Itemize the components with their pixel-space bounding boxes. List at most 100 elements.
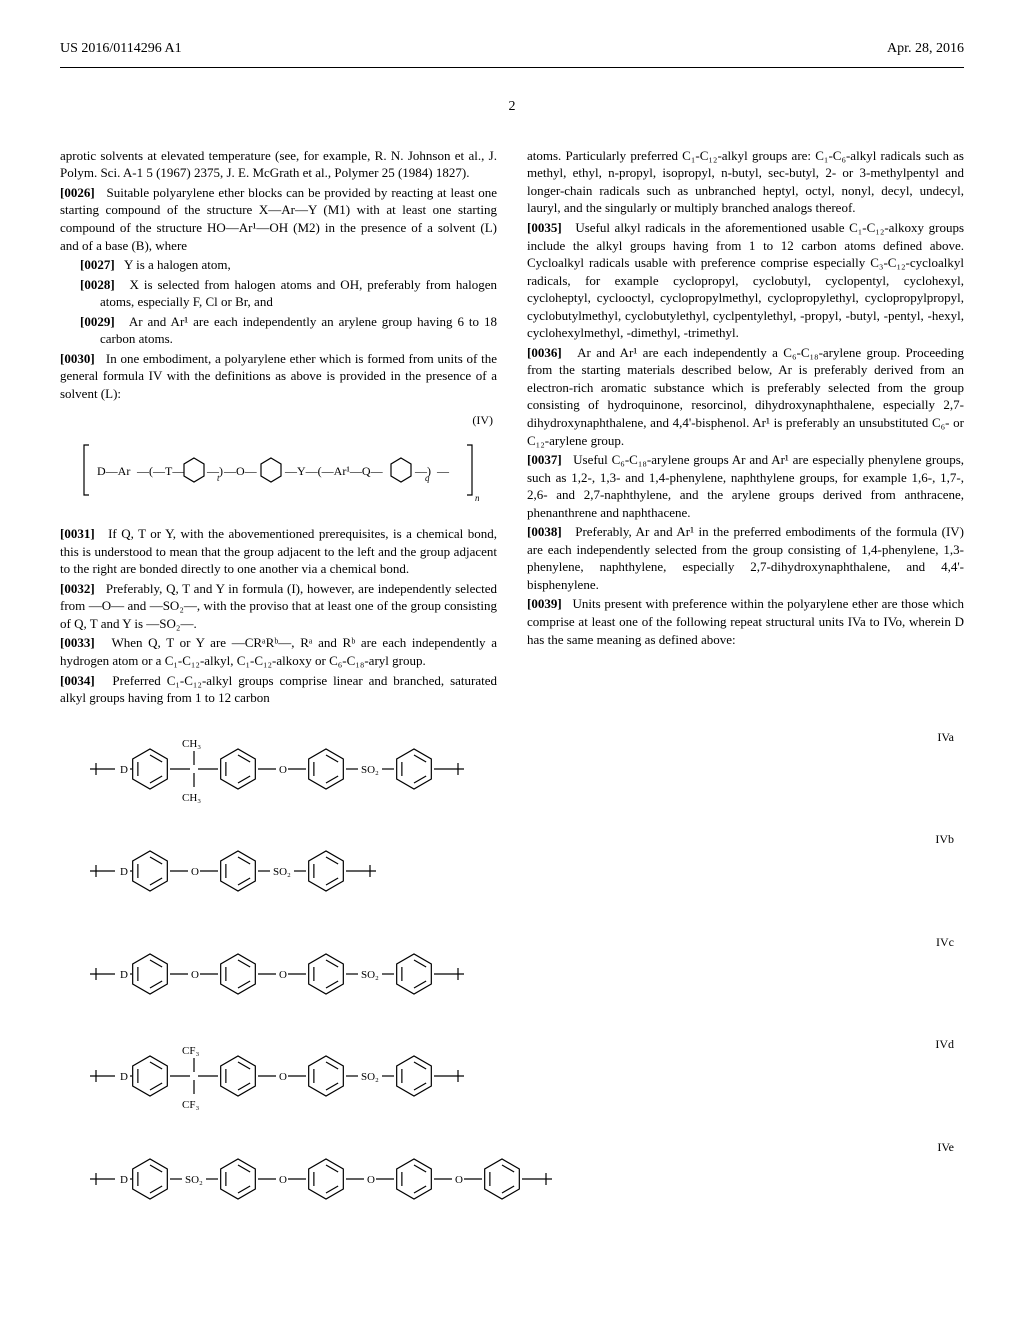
svg-text:SO₂: SO₂	[361, 969, 379, 981]
para-num-0036: [0036]	[527, 345, 562, 360]
structure-svg-wrap: D O SO₂	[60, 831, 904, 916]
formula-iv: D—Ar —(—T— —) t —O— —Y—(—Ar¹—Q—	[60, 435, 497, 510]
svg-text:SO₂: SO₂	[273, 866, 291, 878]
svg-text:D: D	[120, 866, 128, 878]
svg-text:O: O	[367, 1174, 375, 1186]
svg-text:O: O	[279, 969, 287, 981]
structure-label: IVb	[904, 831, 964, 847]
para-0032: [0032] Preferably, Q, T and Y in formula…	[60, 580, 497, 633]
para-0028: [0028] X is selected from halogen atoms …	[60, 276, 497, 311]
right-continuation: atoms. Particularly preferred C₁-C₁₂-alk…	[527, 147, 964, 217]
svg-text:—Y—(—Ar¹—Q—: —Y—(—Ar¹—Q—	[284, 464, 384, 478]
para-0026: [0026] Suitable polyarylene ether blocks…	[60, 184, 497, 254]
para-num-0028: [0028]	[80, 277, 115, 292]
para-0038-text: Preferably, Ar and Ar¹ in the preferred …	[527, 524, 964, 592]
structures-block: DCH₃CH₃OSO₂IVaDOSO₂IVbDOOSO₂IVcDCF₃CF₃OS…	[60, 729, 964, 1224]
para-0031-text: If Q, T or Y, with the abovementioned pr…	[60, 526, 497, 576]
para-0027: [0027] Y is a halogen atom,	[60, 256, 497, 274]
svg-text:—O—: —O—	[223, 464, 258, 478]
left-column: aprotic solvents at elevated temperature…	[60, 147, 497, 709]
para-0029: [0029] Ar and Ar¹ are each independently…	[60, 313, 497, 348]
para-num-0035: [0035]	[527, 220, 562, 235]
svg-text:O: O	[279, 1071, 287, 1083]
structure-svg-wrap: D CH₃ CH₃ O SO₂	[60, 729, 904, 814]
para-0039: [0039] Units present with preference wit…	[527, 595, 964, 648]
para-num-0034: [0034]	[60, 673, 95, 688]
para-0036-text: Ar and Ar¹ are each independently a C₆-C…	[527, 345, 964, 448]
svg-text:SO₂: SO₂	[361, 1071, 379, 1083]
para-0036: [0036] Ar and Ar¹ are each independently…	[527, 344, 964, 449]
structure-row: D SO₂ O O O IVe	[60, 1139, 964, 1224]
para-num-0026: [0026]	[60, 185, 95, 200]
text-columns: aprotic solvents at elevated temperature…	[60, 147, 964, 709]
svg-text:O: O	[191, 969, 199, 981]
svg-text:D: D	[120, 969, 128, 981]
para-num-0030: [0030]	[60, 351, 95, 366]
svg-text:CH₃: CH₃	[182, 738, 201, 750]
para-0039-text: Units present with preference within the…	[527, 596, 964, 646]
para-0026-text: Suitable polyarylene ether blocks can be…	[60, 185, 497, 253]
svg-text:D: D	[120, 1174, 128, 1186]
svg-text:—: —	[436, 464, 450, 478]
svg-text:D: D	[120, 1071, 128, 1083]
svg-text:O: O	[455, 1174, 463, 1186]
structure-label: IVd	[904, 1036, 964, 1052]
structure-svg-wrap: D SO₂ O O O	[60, 1139, 904, 1224]
para-num-0037: [0037]	[527, 452, 562, 467]
publication-date: Apr. 28, 2016	[887, 40, 964, 59]
para-num-0032: [0032]	[60, 581, 95, 596]
para-0030-text: In one embodiment, a polyarylene ether w…	[60, 351, 497, 401]
structure-row: D CF₃ CF₃ O SO₂ IVd	[60, 1036, 964, 1121]
para-0035-text: Useful alkyl radicals in the aforementio…	[527, 220, 964, 340]
svg-text:CF₃: CF₃	[182, 1099, 199, 1111]
svg-text:q: q	[425, 473, 430, 483]
para-0027-text: Y is a halogen atom,	[124, 257, 231, 272]
para-num-0031: [0031]	[60, 526, 95, 541]
para-num-0038: [0038]	[527, 524, 562, 539]
structure-svg-wrap: D O O SO₂	[60, 934, 904, 1019]
para-0031: [0031] If Q, T or Y, with the abovementi…	[60, 525, 497, 578]
structure-row: D CH₃ CH₃ O SO₂ IVa	[60, 729, 964, 814]
page-number: 2	[60, 98, 964, 117]
para-0034-text: Preferred C₁-C₁₂-alkyl groups comprise l…	[60, 673, 497, 706]
para-num-0027: [0027]	[80, 257, 115, 272]
page-header: US 2016/0114296 A1 Apr. 28, 2016	[60, 40, 964, 59]
para-num-0033: [0033]	[60, 635, 95, 650]
formula-iv-label: (IV)	[60, 412, 493, 428]
svg-text:CF₃: CF₃	[182, 1045, 199, 1057]
svg-text:CH₃: CH₃	[182, 792, 201, 804]
svg-text:O: O	[279, 764, 287, 776]
para-0028-text: X is selected from halogen atoms and OH,…	[100, 277, 497, 310]
publication-number: US 2016/0114296 A1	[60, 40, 182, 59]
para-0037: [0037] Useful C₆-C₁₈-arylene groups Ar a…	[527, 451, 964, 521]
structure-row: DOOSO₂IVc	[60, 934, 964, 1019]
right-column: atoms. Particularly preferred C₁-C₁₂-alk…	[527, 147, 964, 709]
svg-text:D—Ar: D—Ar	[97, 464, 130, 478]
structure-svg-wrap: D CF₃ CF₃ O SO₂	[60, 1036, 904, 1121]
para-0035: [0035] Useful alkyl radicals in the afor…	[527, 219, 964, 342]
para-num-0039: [0039]	[527, 596, 562, 611]
svg-text:.: .	[477, 496, 479, 505]
para-num-0029: [0029]	[80, 314, 115, 329]
para-0030: [0030] In one embodiment, a polyarylene …	[60, 350, 497, 403]
para-0033: [0033] When Q, T or Y are —CRᵃRᵇ—, Rᵃ an…	[60, 634, 497, 669]
para-0038: [0038] Preferably, Ar and Ar¹ in the pre…	[527, 523, 964, 593]
para-0029-text: Ar and Ar¹ are each independently an ary…	[100, 314, 497, 347]
para-0032-text: Preferably, Q, T and Y in formula (I), h…	[60, 581, 497, 631]
svg-text:—(—T—: —(—T—	[136, 464, 185, 478]
svg-text:O: O	[191, 866, 199, 878]
svg-text:O: O	[279, 1174, 287, 1186]
svg-text:D: D	[120, 764, 128, 776]
intro-continuation: aprotic solvents at elevated temperature…	[60, 147, 497, 182]
svg-text:SO₂: SO₂	[185, 1174, 203, 1186]
para-0033-text: When Q, T or Y are —CRᵃRᵇ—, Rᵃ and Rᵇ ar…	[60, 635, 497, 668]
para-0037-text: Useful C₆-C₁₈-arylene groups Ar and Ar¹ …	[527, 452, 964, 520]
formula-iv-svg: D—Ar —(—T— —) t —O— —Y—(—Ar¹—Q—	[79, 435, 479, 505]
header-rule	[60, 67, 964, 68]
structure-row: D O SO₂ IVb	[60, 831, 964, 916]
svg-text:SO₂: SO₂	[361, 764, 379, 776]
structure-label: IVe	[904, 1139, 964, 1155]
svg-text:—): —)	[206, 464, 223, 478]
para-0034: [0034] Preferred C₁-C₁₂-alkyl groups com…	[60, 672, 497, 707]
structure-label: IVa	[904, 729, 964, 745]
